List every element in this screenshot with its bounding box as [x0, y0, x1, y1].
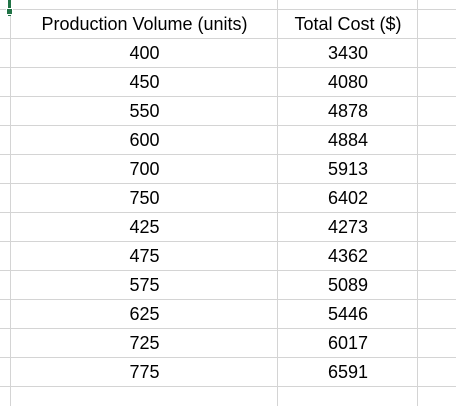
table-row: 725 6017	[0, 329, 456, 358]
blank-cell[interactable]	[418, 39, 456, 67]
blank-cell[interactable]	[418, 10, 456, 38]
production-volume-cell[interactable]: 450	[129, 71, 160, 92]
production-volume-cell[interactable]: 700	[129, 158, 160, 179]
production-volume-cell[interactable]: 725	[129, 332, 160, 353]
blank-cell[interactable]	[418, 271, 456, 299]
production-volume-cell[interactable]: 575	[129, 274, 160, 295]
blank-cell[interactable]	[0, 329, 11, 357]
blank-cell[interactable]	[0, 39, 11, 67]
table-row: 400 3430	[0, 39, 456, 68]
blank-cell[interactable]	[418, 126, 456, 154]
table-row: 700 5913	[0, 155, 456, 184]
selection-fill-handle[interactable]	[6, 0, 13, 16]
total-cost-cell[interactable]: 6017	[327, 332, 369, 353]
blank-cell[interactable]	[0, 155, 11, 183]
blank-cell[interactable]	[0, 213, 11, 241]
table-row: 750 6402	[0, 184, 456, 213]
blank-cell[interactable]	[418, 242, 456, 270]
total-cost-cell[interactable]: 6402	[327, 187, 369, 208]
total-cost-cell[interactable]: 6591	[327, 361, 369, 382]
table-row: 475 4362	[0, 242, 456, 271]
table-row: 550 4878	[0, 97, 456, 126]
total-cost-cell[interactable]: 5089	[327, 274, 369, 295]
table-row: 425 4273	[0, 213, 456, 242]
table-row: 625 5446	[0, 300, 456, 329]
total-cost-cell[interactable]: 4080	[327, 71, 369, 92]
total-cost-cell[interactable]: 4362	[327, 245, 369, 266]
total-cost-cell[interactable]: 4878	[327, 100, 369, 121]
production-volume-cell[interactable]: 475	[129, 245, 160, 266]
production-volume-cell[interactable]: 550	[129, 100, 160, 121]
blank-cell[interactable]	[418, 97, 456, 125]
header-production-volume[interactable]: Production Volume (units)	[41, 13, 248, 34]
blank-cell[interactable]	[0, 300, 11, 328]
header-total-cost[interactable]: Total Cost ($)	[294, 13, 402, 34]
blank-cell[interactable]	[418, 68, 456, 96]
production-volume-cell[interactable]: 750	[129, 187, 160, 208]
total-cost-cell[interactable]: 5446	[327, 303, 369, 324]
production-volume-cell[interactable]: 425	[129, 216, 160, 237]
total-cost-cell[interactable]: 4273	[327, 216, 369, 237]
blank-cell[interactable]	[0, 10, 11, 38]
data-table: Production Volume (units) Total Cost ($)…	[0, 10, 456, 387]
total-cost-cell[interactable]: 4884	[327, 129, 369, 150]
blank-cell[interactable]	[418, 155, 456, 183]
total-cost-cell[interactable]: 3430	[327, 42, 369, 63]
production-volume-cell[interactable]: 400	[129, 42, 160, 63]
production-volume-cell[interactable]: 600	[129, 129, 160, 150]
blank-cell[interactable]	[418, 213, 456, 241]
previous-row-strip[interactable]	[0, 0, 456, 10]
blank-cell[interactable]	[418, 184, 456, 212]
blank-cell[interactable]	[0, 184, 11, 212]
blank-cell[interactable]	[0, 68, 11, 96]
blank-cell[interactable]	[418, 358, 456, 386]
table-row: 600 4884	[0, 126, 456, 155]
blank-cell[interactable]	[418, 300, 456, 328]
table-row: 450 4080	[0, 68, 456, 97]
table-row: 775 6591	[0, 358, 456, 387]
production-volume-cell[interactable]: 625	[129, 303, 160, 324]
production-volume-cell[interactable]: 775	[129, 361, 160, 382]
total-cost-cell[interactable]: 5913	[327, 158, 369, 179]
blank-cell[interactable]	[0, 126, 11, 154]
blank-cell[interactable]	[418, 329, 456, 357]
blank-cell[interactable]	[0, 271, 11, 299]
blank-cell[interactable]	[0, 242, 11, 270]
header-row: Production Volume (units) Total Cost ($)	[0, 10, 456, 39]
table-row: 575 5089	[0, 271, 456, 300]
blank-cell[interactable]	[0, 97, 11, 125]
blank-cell[interactable]	[0, 358, 11, 386]
